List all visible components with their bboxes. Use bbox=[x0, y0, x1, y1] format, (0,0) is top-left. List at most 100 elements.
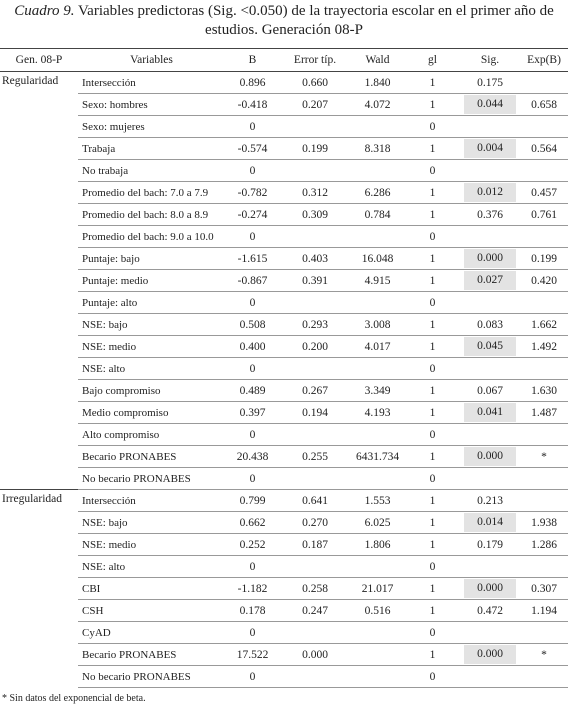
table-row: CyAD 0 0 bbox=[0, 621, 568, 644]
table-row: NSE: bajo 0.662 0.270 6.025 1 0.014 1.938 bbox=[0, 511, 568, 534]
value-cell: 1.553 bbox=[350, 489, 405, 512]
value-cell: 0.000 bbox=[460, 445, 520, 468]
table-row: Irregularidad Intersección 0.799 0.641 1.553… bbox=[0, 489, 568, 688]
variable-cell: No trabaja bbox=[78, 159, 225, 182]
value-cell: -0.782 bbox=[225, 181, 280, 204]
sig-highlight: 0.012 bbox=[464, 183, 516, 202]
value-cell: 0.014 bbox=[460, 511, 520, 534]
value-cell: 1.806 bbox=[350, 533, 405, 556]
value-cell: 0.564 bbox=[520, 137, 568, 160]
variable-cell: Sexo: hombres bbox=[78, 93, 225, 116]
value-cell: -1.615 bbox=[225, 247, 280, 270]
value-cell: 0.761 bbox=[520, 203, 568, 226]
value-cell bbox=[350, 357, 405, 380]
value-cell: 0.207 bbox=[280, 93, 350, 116]
value-cell: 1 bbox=[405, 269, 460, 292]
value-cell: 1 bbox=[405, 93, 460, 116]
header-cell: Gen. 08-P bbox=[0, 48, 78, 72]
value-cell bbox=[350, 225, 405, 248]
sig-highlight: 0.044 bbox=[464, 95, 516, 114]
group-name: Irregularidad bbox=[0, 489, 78, 688]
variable-cell: NSE: bajo bbox=[78, 313, 225, 336]
header-cell: Variables bbox=[78, 48, 225, 72]
value-cell: 0.307 bbox=[520, 577, 568, 600]
value-cell: 0.270 bbox=[280, 511, 350, 534]
value-cell bbox=[520, 115, 568, 138]
value-cell: -0.574 bbox=[225, 137, 280, 160]
value-cell: 0.508 bbox=[225, 313, 280, 336]
value-cell bbox=[350, 423, 405, 446]
value-cell: 1 bbox=[405, 599, 460, 622]
value-cell: 0 bbox=[405, 555, 460, 578]
value-cell: 0 bbox=[405, 357, 460, 380]
value-cell: 0.179 bbox=[460, 533, 520, 556]
value-cell: 0.799 bbox=[225, 489, 280, 512]
variable-cell: NSE: bajo bbox=[78, 511, 225, 534]
value-cell: 0.067 bbox=[460, 379, 520, 402]
value-cell: 0 bbox=[225, 467, 280, 490]
value-cell: 0.044 bbox=[460, 93, 520, 116]
header-cell: B bbox=[225, 48, 280, 72]
value-cell: 0.200 bbox=[280, 335, 350, 358]
value-cell: 4.072 bbox=[350, 93, 405, 116]
value-cell: 1 bbox=[405, 71, 460, 94]
value-cell: 0 bbox=[405, 159, 460, 182]
table-row: No becario PRONABES 0 0 bbox=[0, 665, 568, 688]
value-cell: 0.397 bbox=[225, 401, 280, 424]
group-name: Regularidad bbox=[2, 75, 59, 87]
value-cell: 1 bbox=[405, 489, 460, 512]
footnote: * Sin datos del exponencial de beta. bbox=[2, 693, 146, 704]
table-row: Sexo: hombres -0.418 0.207 4.072 1 0.044 0.658 bbox=[0, 93, 568, 116]
value-cell: 0 bbox=[225, 423, 280, 446]
value-cell: 4.017 bbox=[350, 335, 405, 358]
value-cell: 0.000 bbox=[460, 247, 520, 270]
value-cell: 0.175 bbox=[460, 71, 520, 94]
value-cell: 0.258 bbox=[280, 577, 350, 600]
value-cell: 0 bbox=[225, 291, 280, 314]
variable-cell: Puntaje: bajo bbox=[78, 247, 225, 270]
table-row: Becario PRONABES 20.438 0.255 6431.734 1 0.00… bbox=[0, 445, 568, 468]
value-cell: 0 bbox=[225, 555, 280, 578]
value-cell bbox=[280, 665, 350, 688]
value-cell: 8.318 bbox=[350, 137, 405, 160]
value-cell bbox=[460, 555, 520, 578]
table-row: Puntaje: alto 0 0 bbox=[0, 291, 568, 314]
value-cell: 0.420 bbox=[520, 269, 568, 292]
value-cell: 3.349 bbox=[350, 379, 405, 402]
value-cell: 0.400 bbox=[225, 335, 280, 358]
value-cell: 0.403 bbox=[280, 247, 350, 270]
value-cell: 0.247 bbox=[280, 599, 350, 622]
value-cell bbox=[460, 225, 520, 248]
variable-cell: Alto compromiso bbox=[78, 423, 225, 446]
value-cell: 0.309 bbox=[280, 203, 350, 226]
header-row: Gen. 08-P Variables B Error típ. Wald gl Sig. E… bbox=[0, 48, 568, 72]
value-cell: 0.660 bbox=[280, 71, 350, 94]
value-cell: 0 bbox=[405, 225, 460, 248]
value-cell: -1.182 bbox=[225, 577, 280, 600]
table-row: CBI -1.182 0.258 21.017 1 0.000 0.307 bbox=[0, 577, 568, 600]
value-cell: 1.662 bbox=[520, 313, 568, 336]
value-cell: 4.193 bbox=[350, 401, 405, 424]
value-cell: 1 bbox=[405, 511, 460, 534]
value-cell bbox=[460, 159, 520, 182]
variable-cell: Sexo: mujeres bbox=[78, 115, 225, 138]
header-cell: Exp(B) bbox=[520, 48, 568, 72]
value-cell: 0.641 bbox=[280, 489, 350, 512]
value-cell: 0 bbox=[405, 423, 460, 446]
value-cell: 1.286 bbox=[520, 533, 568, 556]
value-cell: 0.293 bbox=[280, 313, 350, 336]
value-cell: 1 bbox=[405, 203, 460, 226]
value-cell: 0.784 bbox=[350, 203, 405, 226]
value-cell bbox=[520, 159, 568, 182]
value-cell bbox=[350, 643, 405, 666]
value-cell bbox=[460, 665, 520, 688]
value-cell bbox=[350, 291, 405, 314]
value-cell: * bbox=[520, 643, 568, 666]
value-cell: 0.662 bbox=[225, 511, 280, 534]
variable-cell: Puntaje: alto bbox=[78, 291, 225, 314]
value-cell: 0.489 bbox=[225, 379, 280, 402]
sig-highlight: 0.000 bbox=[464, 645, 516, 664]
value-cell bbox=[280, 467, 350, 490]
header-cell: Error típ. bbox=[280, 48, 350, 72]
